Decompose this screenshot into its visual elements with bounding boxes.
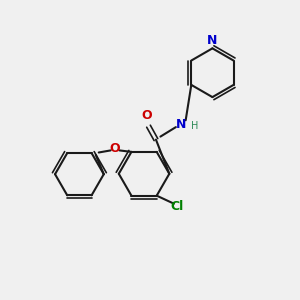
Text: N: N: [176, 118, 186, 131]
Text: H: H: [191, 121, 198, 131]
Text: Cl: Cl: [171, 200, 184, 213]
Text: N: N: [207, 34, 218, 47]
Text: O: O: [142, 110, 152, 122]
Text: O: O: [110, 142, 120, 155]
